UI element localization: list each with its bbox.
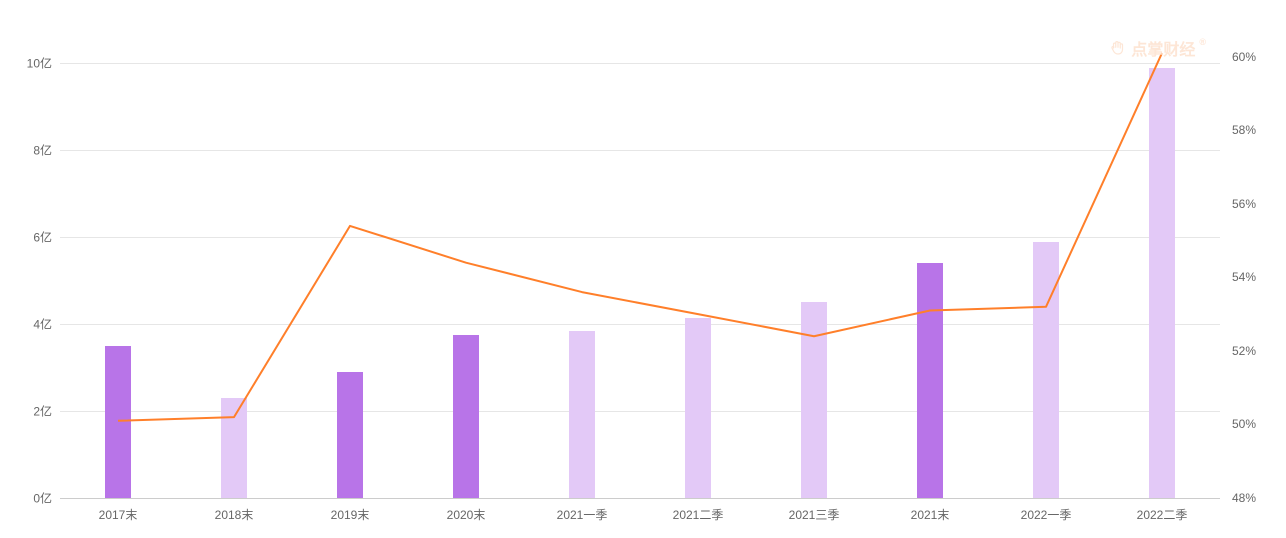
x-tick-label: 2018末: [215, 506, 254, 523]
y-right-tick-label: 50%: [1232, 417, 1256, 431]
y-left-tick-label: 6亿: [33, 229, 52, 246]
combo-chart: 0亿 2亿 4亿 6亿 8亿 10亿 48% 50% 52% 54% 56% 58% 60% 2017…: [0, 0, 1286, 538]
y-left-tick-label: 2亿: [33, 403, 52, 420]
plot-area: [60, 20, 1220, 499]
y-right-tick-label: 58%: [1232, 123, 1256, 137]
x-tick-label: 2021一季: [557, 506, 608, 523]
x-tick-label: 2021三季: [789, 506, 840, 523]
y-left-tick-label: 0亿: [33, 490, 52, 507]
y-right-tick-label: 48%: [1232, 491, 1256, 505]
x-tick-label: 2021末: [911, 506, 950, 523]
watermark: 点掌财经 ®: [1109, 36, 1206, 60]
x-tick-label: 2017末: [99, 506, 138, 523]
x-tick-label: 2022一季: [1021, 506, 1072, 523]
y-left-tick-label: 8亿: [33, 142, 52, 159]
y-right-tick-label: 56%: [1232, 197, 1256, 211]
y-right-tick-label: 60%: [1232, 50, 1256, 64]
x-tick-label: 2020末: [447, 506, 486, 523]
y-left-tick-label: 4亿: [33, 316, 52, 333]
y-right-tick-label: 54%: [1232, 270, 1256, 284]
watermark-text: 点掌财经: [1131, 36, 1195, 60]
x-tick-label: 2022二季: [1137, 506, 1188, 523]
registered-mark: ®: [1199, 37, 1206, 47]
hand-icon: [1109, 39, 1127, 57]
line-series: [60, 20, 1220, 498]
y-left-tick-label: 10亿: [27, 55, 52, 72]
x-tick-label: 2019末: [331, 506, 370, 523]
x-tick-label: 2021二季: [673, 506, 724, 523]
y-right-tick-label: 52%: [1232, 344, 1256, 358]
